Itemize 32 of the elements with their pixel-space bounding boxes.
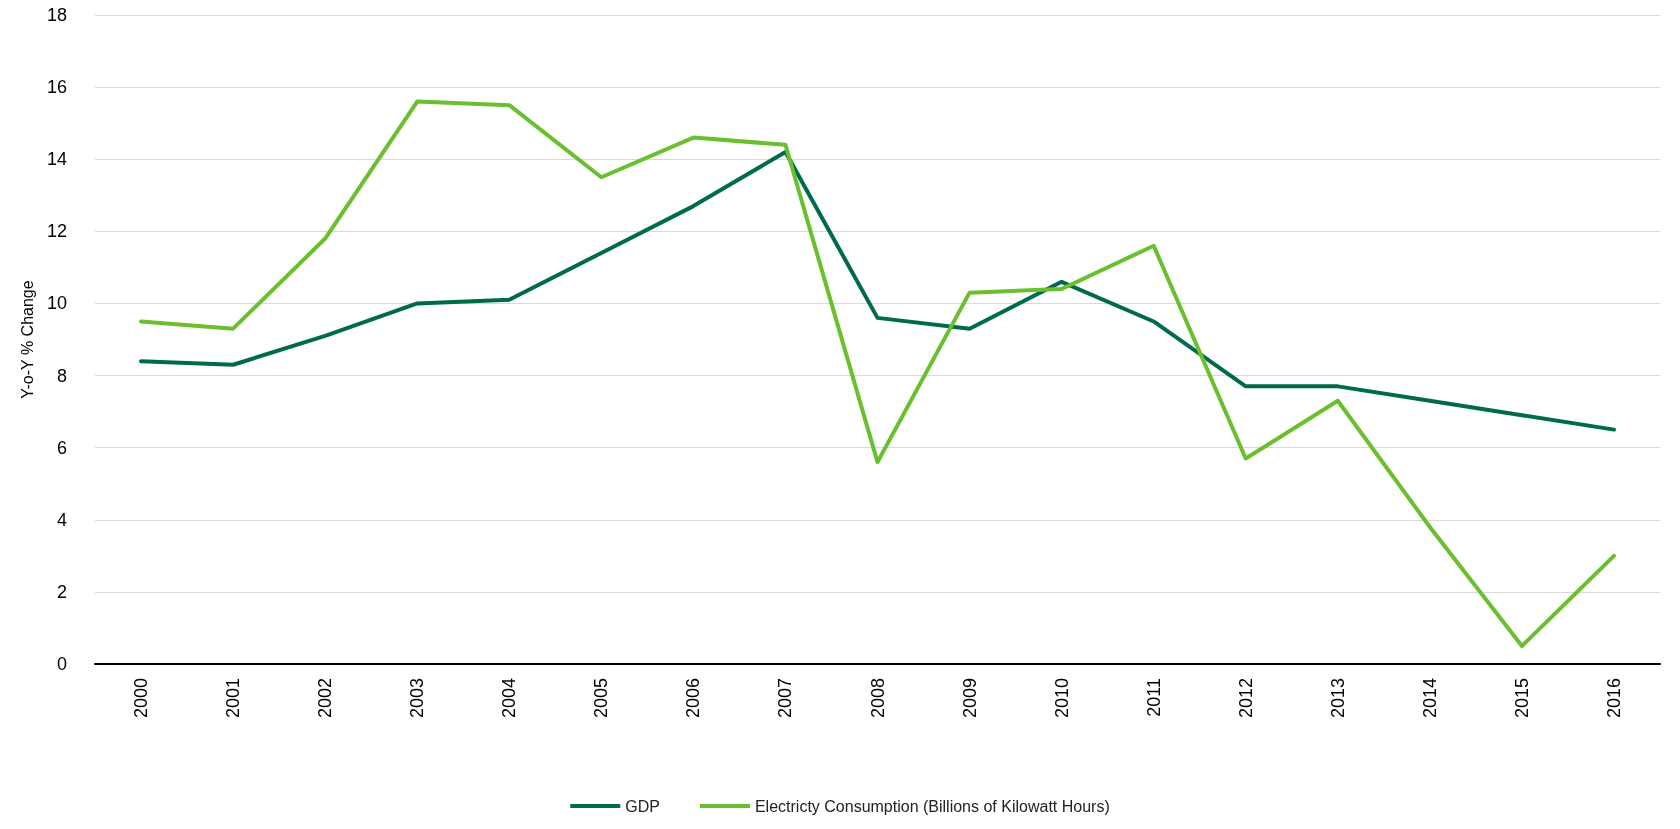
y-tick-label: 14	[46, 149, 67, 170]
y-tick-label: 2	[56, 581, 67, 602]
x-tick-label: 2001	[223, 678, 244, 719]
x-tick-label: 2006	[683, 678, 704, 719]
y-tick-label: 6	[56, 437, 67, 458]
legend-label: GDP	[625, 797, 660, 815]
x-tick-label: 2003	[407, 678, 428, 719]
x-tick-label: 2010	[1051, 678, 1072, 719]
line-series	[139, 99, 1616, 648]
x-tick-label: 2015	[1511, 678, 1532, 719]
y-tick-label: 4	[56, 509, 67, 530]
y-tick-label: 8	[56, 365, 67, 386]
x-tick-label: 2009	[959, 678, 980, 719]
x-tick-label: 2008	[867, 678, 888, 719]
y-tick-label: 18	[46, 5, 67, 25]
x-tick-label: 2011	[1143, 678, 1164, 717]
y-tick-label: 12	[46, 221, 67, 242]
y-tick-label: 10	[46, 293, 67, 314]
x-tick-label: 2013	[1327, 678, 1348, 719]
x-tick-label: 2016	[1603, 678, 1624, 719]
line-series	[139, 150, 1616, 432]
x-tick-label: 2000	[131, 678, 152, 719]
x-tick-label: 2004	[499, 678, 520, 719]
y-tick-label: 16	[46, 77, 67, 98]
legend-label: Electricty Consumption (Billions of Kilowatt Hours)	[754, 797, 1110, 815]
x-tick-label: 2005	[591, 678, 612, 719]
y-tick-label: 0	[56, 654, 67, 674]
x-tick-label: 2014	[1419, 678, 1440, 719]
x-tick-label: 2002	[315, 678, 336, 719]
y-axis-title: Y-o-Y % Change	[18, 280, 36, 399]
x-tick-label: 2007	[775, 678, 796, 719]
x-tick-label: 2012	[1235, 678, 1256, 719]
